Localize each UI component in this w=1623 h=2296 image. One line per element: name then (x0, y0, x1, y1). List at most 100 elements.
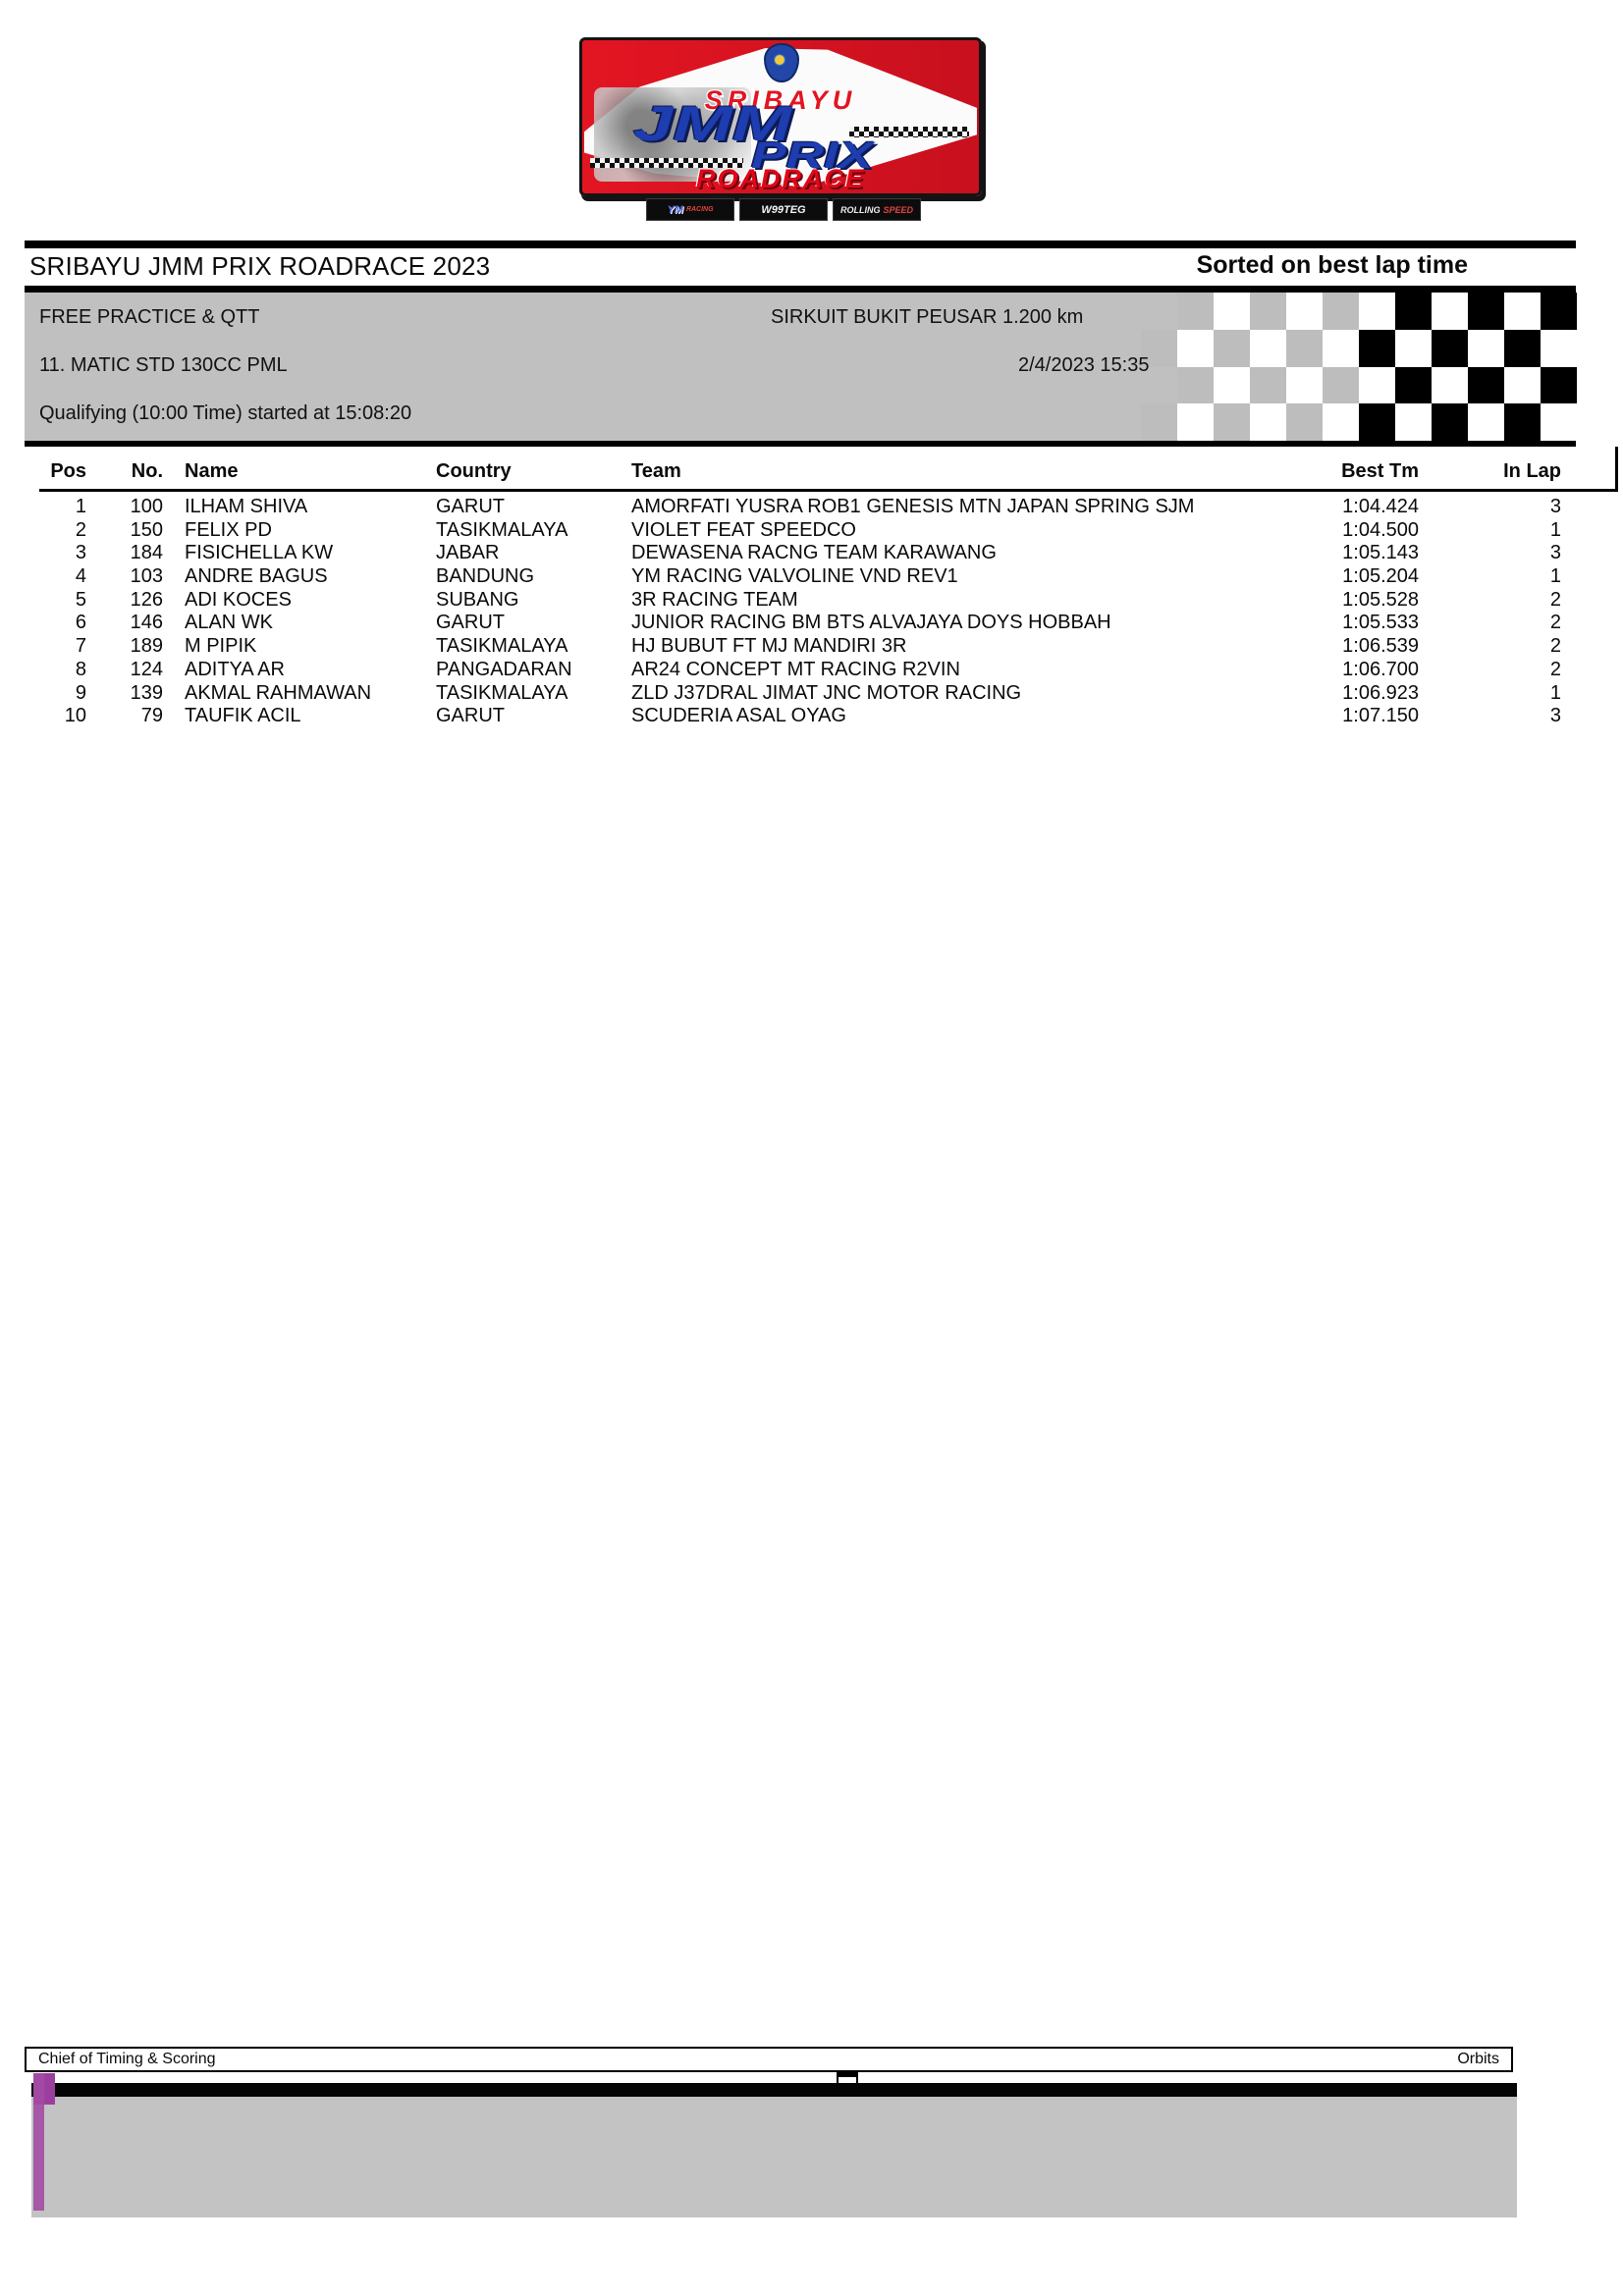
cell-best_tm: 1:05.143 (1342, 542, 1419, 564)
column-header-no: No. (131, 460, 163, 482)
cell-name: ILHAM SHIVA (185, 496, 308, 517)
table-row: 7 189 M PIPIK TASIKMALAYA HJ BUBUT FT MJ MAN… (25, 635, 1561, 659)
logo-series-name: SRIBAYU (704, 85, 857, 115)
purple-marker-strip (33, 2073, 44, 2211)
scan-artifact-black-bar (31, 2083, 1517, 2097)
cell-team: 3R RACING TEAM (631, 588, 798, 611)
checker-cell (1250, 403, 1286, 441)
title-rule-bottom (25, 286, 1576, 293)
checker-cell (1214, 403, 1250, 441)
cell-pos: 7 (75, 635, 86, 658)
event-logo-emblem: SRIBAYU JMM PRIX ROADRACE 2023 (579, 37, 982, 196)
cell-no: 100 (130, 496, 163, 517)
table-row: 1 100 ILHAM SHIVA GARUT AMORFATI YUSRA ROB1 … (25, 496, 1561, 519)
cell-best_tm: 1:06.923 (1342, 681, 1419, 704)
checker-cell (1432, 329, 1468, 367)
checker-cell (1323, 329, 1359, 367)
cell-team: ZLD J37DRAL JIMAT JNC MOTOR RACING (631, 681, 1022, 704)
cell-no: 103 (130, 565, 163, 588)
cell-name: FELIX PD (185, 518, 272, 541)
checker-cell (1541, 366, 1577, 404)
cell-team: SCUDERIA ASAL OYAG (631, 705, 846, 727)
table-header-rule (39, 489, 1618, 492)
page-title: SRIBAYU JMM PRIX ROADRACE 2023 (29, 251, 491, 281)
cell-team: YM RACING VALVOLINE VND REV1 (631, 565, 958, 588)
logo-year: 2023 (582, 192, 979, 193)
checker-cell (1250, 329, 1286, 367)
cell-no: 146 (130, 612, 163, 634)
event-logo: SRIBAYU JMM PRIX ROADRACE 2023 YM RACING… (579, 37, 982, 226)
checker-cell (1395, 329, 1432, 367)
cell-in_lap: 3 (1549, 496, 1561, 517)
table-row: 2 150 FELIX PD TASIKMALAYA VIOLET FEAT SPEED… (25, 519, 1561, 543)
cell-in_lap: 1 (1549, 518, 1561, 541)
checker-cell (1141, 403, 1177, 441)
table-row: 10 79 TAUFIK ACIL GARUT SCUDERIA ASAL OYAG 1:… (25, 705, 1561, 728)
checker-cell (1541, 403, 1577, 441)
cell-in_lap: 1 (1549, 565, 1561, 588)
column-header-team: Team (631, 460, 681, 482)
column-header-in-lap: In Lap (1503, 460, 1561, 482)
cell-pos: 1 (75, 496, 86, 517)
checker-cell (1323, 366, 1359, 404)
results-table-header: Pos No. Name Country Team Best Tm In Lap (25, 454, 1561, 488)
cell-in_lap: 3 (1549, 705, 1561, 727)
cell-pos: 9 (75, 681, 86, 704)
session-status: Qualifying (10:00 Time) started at 15:08… (39, 402, 412, 424)
club-crest-core (774, 54, 785, 66)
class-name: 11. MATIC STD 130CC PML (39, 354, 288, 376)
cell-name: ADI KOCES (185, 588, 292, 611)
checker-cell (1395, 293, 1432, 330)
column-header-best-tm: Best Tm (1341, 460, 1419, 482)
cell-team: VIOLET FEAT SPEEDCO (631, 518, 856, 541)
checker-cell (1504, 403, 1541, 441)
cell-best_tm: 1:05.204 (1342, 565, 1419, 588)
checker-cell (1286, 366, 1323, 404)
checker-cell (1432, 366, 1468, 404)
cell-best_tm: 1:06.539 (1342, 635, 1419, 658)
cell-best_tm: 1:04.424 (1342, 496, 1419, 517)
checker-cell (1504, 366, 1541, 404)
checker-cell (1395, 403, 1432, 441)
cell-country: GARUT (436, 496, 505, 517)
cell-country: TASIKMALAYA (436, 681, 568, 704)
cell-name: M PIPIK (185, 635, 257, 658)
cell-team: AMORFATI YUSRA ROB1 GENESIS MTN JAPAN SP… (631, 496, 1195, 517)
cell-name: TAUFIK ACIL (185, 705, 301, 727)
checker-cell (1359, 329, 1395, 367)
chief-of-timing-label: Chief of Timing & Scoring (38, 2051, 216, 2067)
checker-cell (1286, 293, 1323, 330)
checker-strip-icon (849, 127, 969, 137)
checker-cell (1468, 293, 1504, 330)
checker-cell (1177, 293, 1214, 330)
cell-country: PANGADARAN (436, 658, 572, 680)
table-row: 6 146 ALAN WK GARUT JUNIOR RACING BM BTS ALV… (25, 612, 1561, 635)
cell-name: FISICHELLA KW (185, 542, 334, 564)
checker-cell (1177, 366, 1214, 404)
cell-country: TASIKMALAYA (436, 635, 568, 658)
cell-pos: 8 (75, 658, 86, 680)
cell-pos: 4 (75, 565, 86, 588)
checker-cell (1359, 403, 1395, 441)
cell-country: GARUT (436, 705, 505, 727)
cell-in_lap: 2 (1549, 588, 1561, 611)
cell-best_tm: 1:07.150 (1342, 705, 1419, 727)
checker-cell (1214, 293, 1250, 330)
cell-team: AR24 CONCEPT MT RACING R2VIN (631, 658, 960, 680)
cell-pos: 2 (75, 518, 86, 541)
checker-cell (1468, 329, 1504, 367)
cell-name: AKMAL RAHMAWAN (185, 681, 372, 704)
checker-cell (1250, 293, 1286, 330)
table-row: 5 126 ADI KOCES SUBANG 3R RACING TEAM 1:05.52… (25, 589, 1561, 613)
checker-cell (1541, 293, 1577, 330)
title-rule-top (25, 240, 1576, 248)
session-info-box: FREE PRACTICE & QTT SIRKUIT BUKIT PEUSAR… (25, 293, 1577, 447)
checker-cell (1359, 293, 1395, 330)
checker-cell (1286, 329, 1323, 367)
table-right-border (1615, 447, 1618, 490)
cell-pos: 10 (64, 705, 86, 727)
checker-cell (1141, 293, 1177, 330)
cell-in_lap: 1 (1549, 681, 1561, 704)
cell-no: 124 (130, 658, 163, 680)
sponsor-logos: YM RACING W99TEG ROLLING SPEED (646, 198, 921, 221)
